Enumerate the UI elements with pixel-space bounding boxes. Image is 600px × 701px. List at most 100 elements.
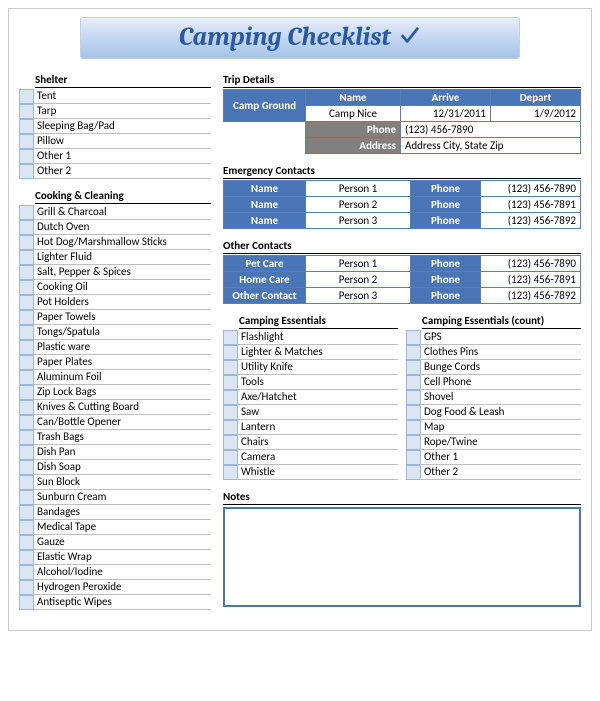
cooking-item-checkbox[interactable] [19,595,34,610]
cooking-item-row: Tongs/Spatula [19,325,211,340]
trip-name-value[interactable]: Camp Nice [306,106,401,122]
cooking-item-row: Grill & Charcoal [19,205,211,220]
cooking-item-checkbox[interactable] [19,325,34,340]
essentials1-item-checkbox[interactable] [223,450,238,465]
other-contact-phone-value[interactable]: (123) 456-7892 [481,288,581,304]
cooking-item-checkbox[interactable] [19,370,34,385]
cooking-item-checkbox[interactable] [19,490,34,505]
essentials2-item-checkbox[interactable] [406,360,421,375]
cooking-item-checkbox[interactable] [19,430,34,445]
essentials2-item-checkbox[interactable] [406,405,421,420]
notes-textarea[interactable] [223,507,581,607]
cooking-item-checkbox[interactable] [19,550,34,565]
cooking-item-label: Hydrogen Peroxide [34,580,211,595]
other-contact-phone-label: Phone [411,256,481,272]
essentials1-item-checkbox[interactable] [223,330,238,345]
essentials2-item-label: Map [421,420,581,435]
cooking-item-label: Paper Towels [34,310,211,325]
essentials1-item-checkbox[interactable] [223,360,238,375]
essentials1-item-checkbox[interactable] [223,435,238,450]
cooking-item-checkbox[interactable] [19,565,34,580]
emergency-name-value[interactable]: Person 1 [306,181,411,197]
cooking-item-label: Dutch Oven [34,220,211,235]
title-banner: Camping Checklist [80,17,520,59]
emergency-name-value[interactable]: Person 2 [306,197,411,213]
essentials2-item-checkbox[interactable] [406,375,421,390]
shelter-item-checkbox[interactable] [19,134,34,149]
cooking-item-checkbox[interactable] [19,400,34,415]
other-contact-name-value[interactable]: Person 3 [306,288,411,304]
other-contact-phone-value[interactable]: (123) 456-7891 [481,272,581,288]
essentials2-item-checkbox[interactable] [406,330,421,345]
cooking-item-label: Sunburn Cream [34,490,211,505]
shelter-item-checkbox[interactable] [19,149,34,164]
trip-phone-value[interactable]: (123) 456-7890 [401,122,581,138]
essentials2-item-checkbox[interactable] [406,345,421,360]
essentials2-item-label: Other 2 [421,465,581,480]
cooking-item-checkbox[interactable] [19,445,34,460]
cooking-item-label: Alcohol/Iodine [34,565,211,580]
essentials1-item-label: Axe/Hatchet [238,390,398,405]
cooking-item-label: Trash Bags [34,430,211,445]
cooking-item-checkbox[interactable] [19,250,34,265]
cooking-item-checkbox[interactable] [19,475,34,490]
essentials2-item-checkbox[interactable] [406,420,421,435]
shelter-item-row: Other 1 [19,149,211,164]
page-frame: Camping Checklist Shelter TentTarpSleepi… [8,8,592,631]
essentials1-item-checkbox[interactable] [223,405,238,420]
essentials1-item-checkbox[interactable] [223,345,238,360]
essentials2-item-checkbox[interactable] [406,435,421,450]
shelter-item-checkbox[interactable] [19,89,34,104]
cooking-item-label: Pot Holders [34,295,211,310]
essentials1-item-checkbox[interactable] [223,420,238,435]
essentials-col-1: Camping Essentials FlashlightLighter & M… [223,314,398,490]
cooking-item-checkbox[interactable] [19,295,34,310]
other-contact-name-value[interactable]: Person 2 [306,272,411,288]
cooking-item-checkbox[interactable] [19,265,34,280]
essentials1-item-checkbox[interactable] [223,375,238,390]
cooking-item-checkbox[interactable] [19,385,34,400]
shelter-item-checkbox[interactable] [19,104,34,119]
essentials2-item-checkbox[interactable] [406,390,421,405]
emergency-phone-value[interactable]: (123) 456-7892 [481,213,581,229]
essentials1-item-checkbox[interactable] [223,465,238,480]
trip-address-value[interactable]: Address City, State Zip [401,138,581,154]
trip-arrive-value[interactable]: 12/31/2011 [401,106,491,122]
cooking-item-checkbox[interactable] [19,310,34,325]
cooking-item-label: Grill & Charcoal [34,205,211,220]
cooking-item-label: Paper Plates [34,355,211,370]
emergency-name-label: Name [224,213,306,229]
cooking-item-checkbox[interactable] [19,340,34,355]
other-contacts-table: Pet CarePerson 1Phone(123) 456-7890Home … [223,255,581,304]
cooking-item-checkbox[interactable] [19,535,34,550]
emergency-phone-value[interactable]: (123) 456-7891 [481,197,581,213]
cooking-item-checkbox[interactable] [19,355,34,370]
cooking-item-checkbox[interactable] [19,220,34,235]
cooking-item-checkbox[interactable] [19,205,34,220]
trip-depart-value[interactable]: 1/9/2012 [491,106,581,122]
cooking-item-label: Medical Tape [34,520,211,535]
cooking-item-checkbox[interactable] [19,505,34,520]
shelter-item-label: Tarp [34,104,211,119]
cooking-item-label: Can/Bottle Opener [34,415,211,430]
cooking-item-checkbox[interactable] [19,580,34,595]
essentials2-item-label: Rope/Twine [421,435,581,450]
essentials2-item-checkbox[interactable] [406,465,421,480]
essentials1-item-checkbox[interactable] [223,390,238,405]
shelter-item-checkbox[interactable] [19,164,34,179]
cooking-item-checkbox[interactable] [19,280,34,295]
other-contact-phone-value[interactable]: (123) 456-7890 [481,256,581,272]
shelter-item-checkbox[interactable] [19,119,34,134]
cooking-item-checkbox[interactable] [19,235,34,250]
cooking-item-checkbox[interactable] [19,520,34,535]
trip-address-label: Address [306,138,401,154]
essentials2-item-checkbox[interactable] [406,450,421,465]
essentials2-item-row: Clothes Pins [406,345,581,360]
emergency-phone-value[interactable]: (123) 456-7890 [481,181,581,197]
other-contact-name-value[interactable]: Person 1 [306,256,411,272]
cooking-item-row: Trash Bags [19,430,211,445]
checkmark-icon [399,25,421,50]
cooking-item-checkbox[interactable] [19,415,34,430]
emergency-name-value[interactable]: Person 3 [306,213,411,229]
cooking-item-checkbox[interactable] [19,460,34,475]
